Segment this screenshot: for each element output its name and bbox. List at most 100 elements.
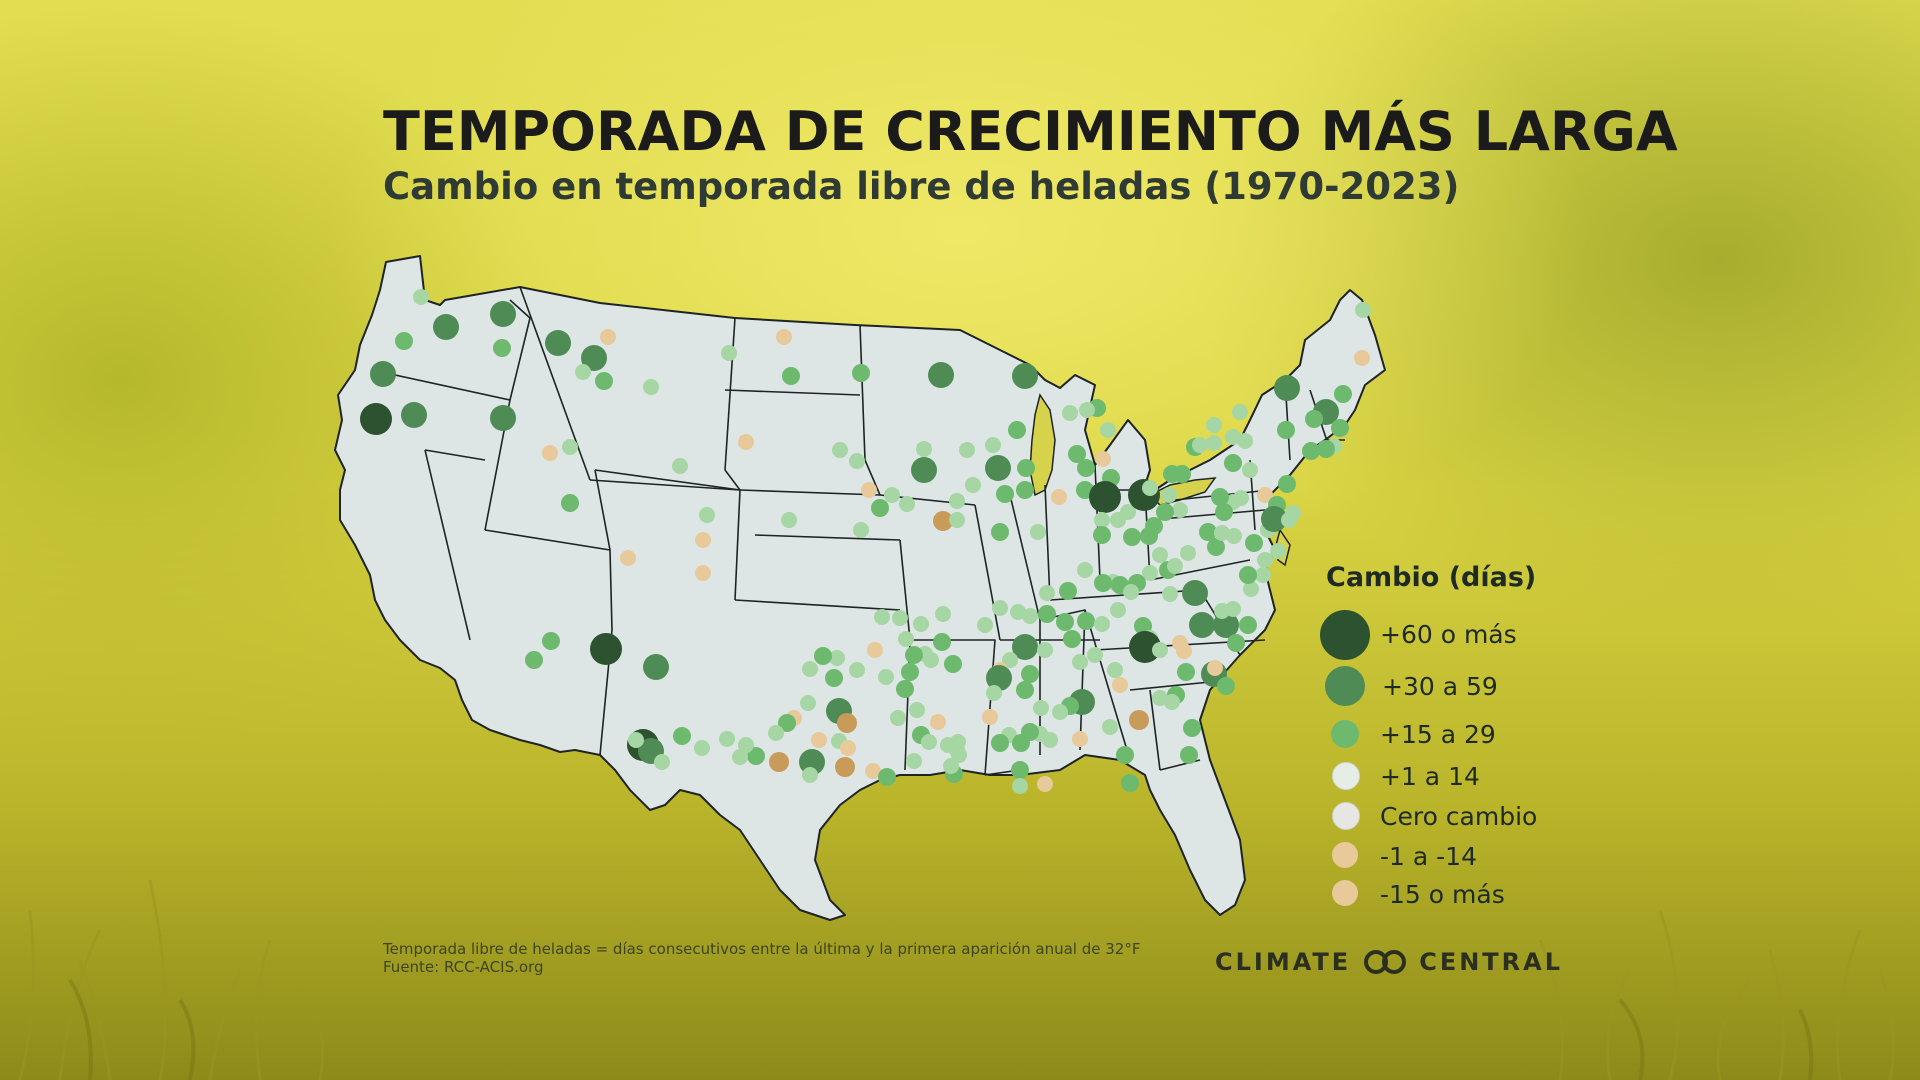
station-marker (694, 740, 710, 756)
station-marker (1270, 543, 1286, 559)
station-marker (1225, 429, 1241, 445)
station-marker (802, 661, 818, 677)
station-marker (865, 763, 881, 779)
station-marker (1225, 601, 1241, 617)
station-marker (1068, 445, 1086, 463)
station-marker (721, 345, 737, 361)
station-marker (892, 610, 908, 626)
station-marker (595, 372, 613, 390)
station-marker (1120, 504, 1136, 520)
station-marker (835, 757, 855, 777)
station-marker (1030, 524, 1046, 540)
station-marker (849, 662, 865, 678)
page-subtitle: Cambio en temporada libre de heladas (19… (383, 165, 1460, 208)
station-marker (673, 727, 691, 745)
station-marker (986, 665, 1012, 691)
station-marker (1094, 574, 1112, 592)
station-marker (590, 633, 622, 665)
station-marker (1123, 528, 1141, 546)
station-marker (901, 663, 919, 681)
station-marker (1255, 567, 1271, 583)
station-marker (1011, 761, 1029, 779)
station-marker (861, 482, 877, 498)
footnote-source: Fuente: RCC-ACIS.org (383, 958, 544, 976)
station-marker (370, 361, 396, 387)
station-marker (992, 600, 1008, 616)
station-marker (985, 455, 1011, 481)
station-marker (1094, 512, 1110, 528)
legend-swatch-1to14 (1332, 762, 1360, 790)
station-marker (1016, 481, 1034, 499)
legend-title: Cambio (días) (1326, 562, 1537, 593)
station-marker (1012, 778, 1028, 794)
station-marker (1161, 487, 1177, 503)
station-marker (401, 402, 427, 428)
station-marker (829, 650, 845, 666)
contiguous-us-outline (334, 255, 1386, 921)
station-marker (1278, 475, 1296, 493)
station-marker (1142, 480, 1158, 496)
station-marker (1206, 435, 1222, 451)
station-marker (1072, 654, 1088, 670)
station-marker (1017, 459, 1035, 477)
station-marker (1232, 404, 1248, 420)
station-marker (977, 617, 993, 633)
station-marker (1094, 616, 1110, 632)
station-marker (1305, 410, 1323, 428)
legend-label-1to14: +1 a 14 (1380, 762, 1480, 791)
legend-item-zero: Cero cambio (1320, 802, 1537, 831)
station-marker (1152, 690, 1168, 706)
legend-label-60plus: +60 o más (1380, 620, 1517, 649)
station-marker (1077, 562, 1093, 578)
station-marker (832, 442, 848, 458)
station-marker (1016, 681, 1034, 699)
station-marker (1072, 731, 1088, 747)
station-marker (899, 496, 915, 512)
station-marker (1037, 776, 1053, 792)
us-land (334, 255, 1386, 921)
station-marker (921, 734, 937, 750)
station-marker (561, 494, 579, 512)
brand-right-text: CENTRAL (1419, 948, 1564, 976)
station-marker (840, 740, 856, 756)
station-marker (768, 725, 784, 741)
station-marker (943, 758, 959, 774)
station-marker (1110, 602, 1126, 618)
station-marker (1285, 505, 1301, 521)
station-marker (1331, 419, 1349, 437)
station-marker (628, 732, 644, 748)
station-marker (1156, 503, 1174, 521)
station-marker (1116, 746, 1134, 764)
station-marker (1177, 663, 1195, 681)
station-marker (923, 652, 939, 668)
station-marker (1239, 566, 1257, 584)
station-marker (769, 752, 789, 772)
station-marker (949, 493, 965, 509)
station-marker (965, 477, 981, 493)
legend-label-neg15plus: -15 o más (1380, 880, 1505, 909)
station-marker (562, 439, 578, 455)
legend-swatch-neg15plus (1332, 880, 1358, 906)
station-marker (672, 458, 688, 474)
station-marker (853, 522, 869, 538)
page-title: TEMPORADA DE CRECIMIENTO MÁS LARGA (383, 100, 1678, 163)
station-marker (811, 732, 827, 748)
station-marker (1010, 604, 1026, 620)
station-marker (1077, 459, 1095, 477)
station-marker (1173, 465, 1191, 483)
station-marker (1257, 487, 1273, 503)
grass-background (18, 879, 1895, 1080)
station-marker (940, 737, 956, 753)
legend-item-neg15plus: -15 o más (1320, 880, 1505, 909)
station-marker (1180, 746, 1198, 764)
station-marker (1172, 502, 1188, 518)
station-marker (778, 714, 796, 732)
station-marker (1039, 585, 1055, 601)
station-marker (825, 669, 843, 687)
station-marker (581, 345, 607, 371)
station-marker (1242, 462, 1258, 478)
climate-central-logo: CLIMATE CENTRAL (1215, 948, 1563, 976)
station-marker (878, 768, 896, 786)
station-marker (991, 523, 1009, 541)
station-marker (884, 487, 900, 503)
